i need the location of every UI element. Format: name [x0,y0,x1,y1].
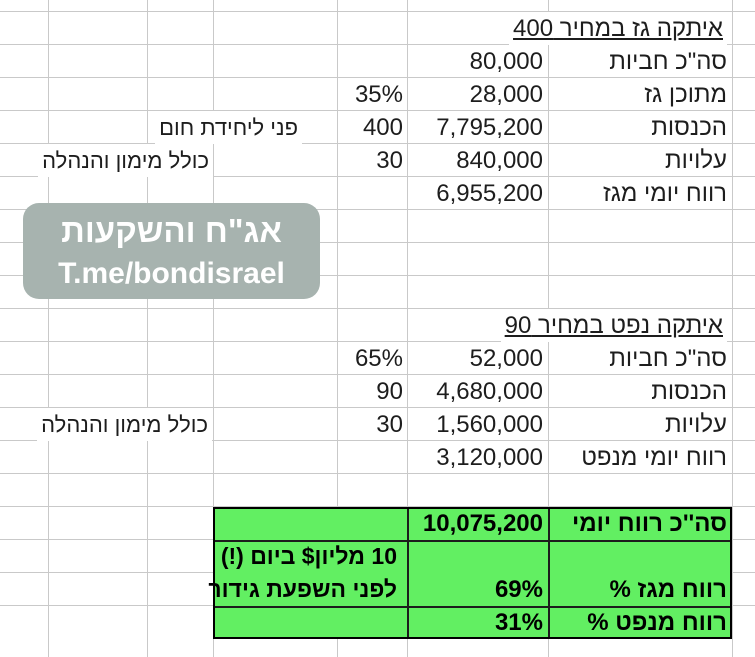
gridline-vertical [213,0,214,657]
summary-table-divider [407,509,409,637]
gridline-vertical [732,0,733,657]
gas-price-note[interactable]: פני ליחידת חום [155,111,302,144]
summary-gas-pct-label[interactable]: רווח מגז % [609,576,727,603]
gas-total-barrels-value[interactable]: 80,000 [469,48,543,75]
gas-cost-per-unit[interactable]: 30 [376,147,403,174]
gas-costs-label[interactable]: עלויות [665,147,727,174]
oil-revenue-value[interactable]: 4,680,000 [436,378,543,405]
oil-cost-per-unit[interactable]: 30 [376,411,403,438]
gridline-vertical [147,0,148,657]
summary-table [213,507,732,639]
summary-note-line2[interactable]: לפני השפעת גידור [208,576,397,602]
gas-daily-profit-value[interactable]: 6,955,200 [436,180,543,207]
summary-note-line1[interactable]: 10 מליון$ ביום (!) [220,543,397,569]
oil-costs-label[interactable]: עלויות [665,411,727,438]
gridline-vertical [48,0,49,657]
gas-revenue-label[interactable]: הכנסות [651,114,727,141]
summary-table-divider [548,509,550,637]
gas-total-barrels-label[interactable]: סה"כ חביות [609,48,727,75]
gas-costs-value[interactable]: 840,000 [456,147,543,174]
oil-revenue-label[interactable]: הכנסות [651,378,727,405]
oil-costs-value[interactable]: 1,560,000 [436,411,543,438]
gas-daily-profit-label[interactable]: רווח יומי מגז [602,180,727,207]
summary-total-value[interactable]: 10,075,200 [422,510,543,537]
summary-oil-pct-label[interactable]: רווח מנפט % [587,609,727,636]
oil-share-pct[interactable]: 65% [354,345,403,372]
summary-oil-pct-value[interactable]: 31% [494,609,543,636]
gas-share-label[interactable]: מתוכן גז [644,81,727,108]
gas-share-pct[interactable]: 35% [354,81,403,108]
summary-table-divider [215,606,730,608]
gridline-vertical [337,0,338,657]
summary-table-divider [215,540,730,542]
gas-costs-note[interactable]: כולל מימון והנהלה [38,144,213,177]
oil-costs-note[interactable]: כולל מימון והנהלה [37,408,212,441]
summary-gas-pct-value[interactable]: 69% [494,576,543,603]
oil-price-per-unit[interactable]: 90 [376,378,403,405]
oil-total-barrels-label[interactable]: סה"כ חביות [609,345,727,372]
watermark-title: אג"ח והשקעות [61,212,282,249]
summary-total-label[interactable]: סה''כ רווח יומי [571,510,727,537]
gas-share-value[interactable]: 28,000 [469,81,543,108]
oil-daily-profit-value[interactable]: 3,120,000 [436,444,543,471]
gridline-vertical [407,0,408,657]
oil-total-barrels-value[interactable]: 52,000 [469,345,543,372]
oil-section-header[interactable]: איתקה נפט במחיר 90 [500,309,727,342]
oil-daily-profit-label[interactable]: רווח יומי מנפט [581,444,727,471]
gas-price-per-unit[interactable]: 400 [362,114,403,141]
gas-revenue-value[interactable]: 7,795,200 [436,114,543,141]
watermark-telegram-link: T.me/bondisrael [58,257,285,290]
watermark-badge: אג"ח והשקעות T.me/bondisrael [23,203,320,299]
gas-section-header[interactable]: איתקה גז במחיר 400 [509,12,727,45]
